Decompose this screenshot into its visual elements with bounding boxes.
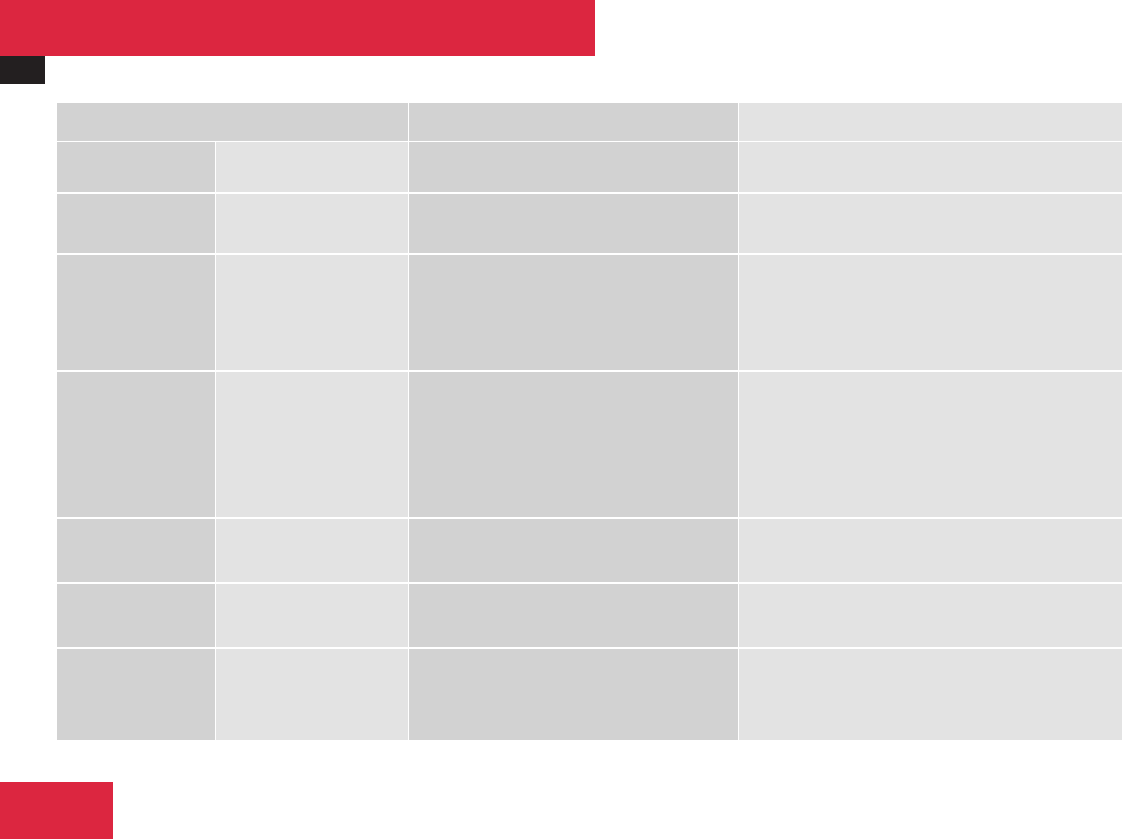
table-cell xyxy=(409,103,738,141)
table-cell xyxy=(409,649,738,740)
table-cell xyxy=(409,519,738,582)
table-cell xyxy=(216,142,408,192)
table-cell xyxy=(57,649,215,740)
table-cell xyxy=(739,103,1122,141)
table-cell xyxy=(216,649,408,740)
table-cell xyxy=(739,649,1122,740)
table-cell xyxy=(216,372,408,517)
table-cell xyxy=(739,255,1122,370)
header-bar xyxy=(0,0,595,56)
table-cell xyxy=(739,584,1122,647)
table-cell xyxy=(216,194,408,253)
table-cell xyxy=(409,372,738,517)
table-cell xyxy=(739,142,1122,192)
table-cell xyxy=(57,584,215,647)
page-tab xyxy=(0,782,113,839)
table-cell xyxy=(409,255,738,370)
table-cell xyxy=(739,372,1122,517)
table-cell xyxy=(409,142,738,192)
table-cell xyxy=(409,584,738,647)
table-cell xyxy=(57,519,215,582)
table-cell xyxy=(216,584,408,647)
table-cell xyxy=(57,194,215,253)
table-cell xyxy=(409,194,738,253)
table-cell xyxy=(739,194,1122,253)
table-cell xyxy=(216,519,408,582)
table-cell xyxy=(57,103,408,141)
table-cell xyxy=(57,372,215,517)
table-cell xyxy=(57,142,215,192)
header-tab xyxy=(0,56,45,84)
table-cell xyxy=(739,519,1122,582)
table-cell xyxy=(57,255,215,370)
table-cell xyxy=(216,255,408,370)
